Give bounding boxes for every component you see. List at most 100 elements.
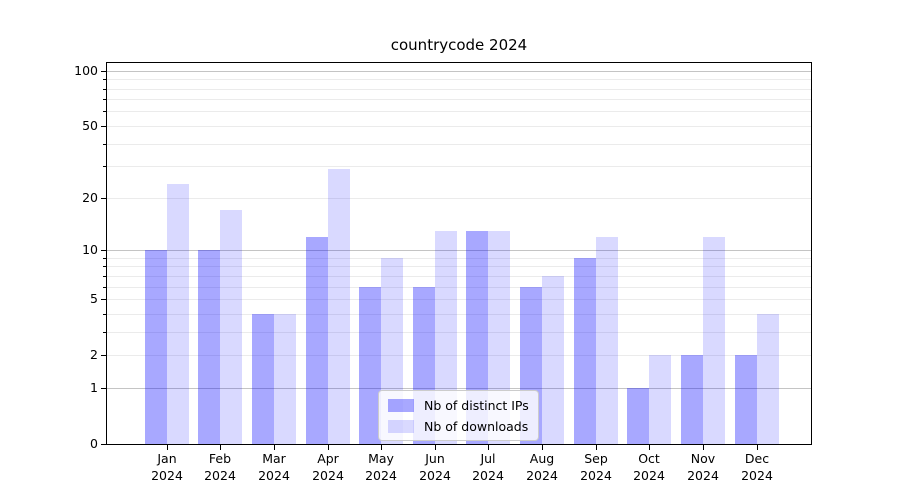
x-tick-label-line: Oct bbox=[638, 451, 660, 466]
x-tick-mark bbox=[757, 445, 758, 450]
y-tick-mark bbox=[101, 355, 106, 356]
y-minor-tick-mark bbox=[103, 79, 106, 80]
gridline-major bbox=[107, 71, 811, 72]
x-tick-label-line: Jan bbox=[157, 451, 177, 466]
gridline-minor bbox=[107, 126, 811, 127]
x-tick-label-line: 2024 bbox=[365, 468, 397, 483]
bar-distinct-ips-apr bbox=[306, 237, 328, 444]
legend: Nb of distinct IPs Nb of downloads bbox=[378, 390, 539, 441]
y-tick-label: 50 bbox=[82, 118, 98, 133]
y-tick-label: 100 bbox=[74, 63, 98, 78]
gridline-minor bbox=[107, 332, 811, 333]
y-tick-label: 1 bbox=[90, 380, 98, 395]
x-tick-label-line: 2024 bbox=[741, 468, 773, 483]
x-tick-label-line: Apr bbox=[317, 451, 339, 466]
x-tick-label-may: May 2024 bbox=[353, 450, 409, 484]
y-tick-label: 2 bbox=[90, 347, 98, 362]
x-tick-label-dec: Dec 2024 bbox=[729, 450, 785, 484]
gridline-minor bbox=[107, 299, 811, 300]
y-tick-label: 5 bbox=[90, 291, 98, 306]
bar-distinct-ips-may bbox=[359, 287, 381, 444]
bar-distinct-ips-oct bbox=[627, 388, 649, 444]
x-tick-label-line: 2024 bbox=[204, 468, 236, 483]
x-tick-mark bbox=[649, 445, 650, 450]
x-tick-label-mar: Mar 2024 bbox=[246, 450, 302, 484]
x-tick-label-line: 2024 bbox=[312, 468, 344, 483]
gridline-minor bbox=[107, 276, 811, 277]
x-tick-label-line: 2024 bbox=[258, 468, 290, 483]
y-minor-tick-mark bbox=[103, 111, 106, 112]
x-tick-mark bbox=[703, 445, 704, 450]
gridline-minor bbox=[107, 266, 811, 267]
y-tick-label: 10 bbox=[82, 242, 98, 257]
y-minor-tick-mark bbox=[103, 89, 106, 90]
bar-downloads-aug bbox=[542, 276, 564, 444]
gridline-minor bbox=[107, 144, 811, 145]
y-tick-mark bbox=[101, 198, 106, 199]
x-tick-label-line: Jul bbox=[480, 451, 496, 466]
bar-distinct-ips-mar bbox=[252, 314, 274, 444]
x-tick-label-line: Dec bbox=[744, 451, 770, 466]
x-tick-mark bbox=[274, 445, 275, 450]
bar-downloads-sep bbox=[596, 237, 618, 444]
bar-distinct-ips-dec bbox=[735, 355, 757, 444]
gridline-major bbox=[107, 250, 811, 251]
bar-downloads-apr bbox=[328, 169, 350, 444]
x-tick-label-line: 2024 bbox=[419, 468, 451, 483]
y-minor-tick-mark bbox=[103, 258, 106, 259]
x-tick-label-line: Jun bbox=[425, 451, 445, 466]
y-tick-label: 0 bbox=[90, 436, 98, 451]
chart-title: countrycode 2024 bbox=[390, 36, 528, 54]
gridline-minor bbox=[107, 355, 811, 356]
x-tick-label-line: 2024 bbox=[687, 468, 719, 483]
x-tick-mark bbox=[328, 445, 329, 450]
bar-downloads-dec bbox=[757, 314, 779, 444]
y-tick-mark bbox=[101, 71, 106, 72]
x-tick-mark bbox=[596, 445, 597, 450]
y-minor-tick-mark bbox=[103, 144, 106, 145]
bar-distinct-ips-nov bbox=[681, 355, 703, 444]
x-tick-mark bbox=[381, 445, 382, 450]
y-minor-tick-mark bbox=[103, 287, 106, 288]
x-tick-label-line: 2024 bbox=[580, 468, 612, 483]
y-minor-tick-mark bbox=[103, 99, 106, 100]
y-minor-tick-mark bbox=[103, 276, 106, 277]
y-tick-mark bbox=[101, 250, 106, 251]
gridline-minor bbox=[107, 79, 811, 80]
x-tick-label-line: Nov bbox=[690, 451, 716, 466]
y-minor-tick-mark bbox=[103, 166, 106, 167]
legend-label: Nb of downloads bbox=[424, 418, 529, 434]
gridline-minor bbox=[107, 111, 811, 112]
bar-distinct-ips-jan bbox=[145, 250, 167, 444]
x-tick-label-jun: Jun 2024 bbox=[407, 450, 463, 484]
gridline-minor bbox=[107, 314, 811, 315]
y-tick-label: 20 bbox=[82, 190, 98, 205]
x-tick-label-jan: Jan 2024 bbox=[139, 450, 195, 484]
x-tick-label-jul: Jul 2024 bbox=[460, 450, 516, 484]
x-tick-label-feb: Feb 2024 bbox=[192, 450, 248, 484]
x-tick-mark bbox=[167, 445, 168, 450]
bar-downloads-oct bbox=[649, 355, 671, 444]
legend-swatch-downloads bbox=[388, 419, 414, 433]
x-tick-label-line: 2024 bbox=[151, 468, 183, 483]
y-minor-tick-mark bbox=[103, 314, 106, 315]
y-tick-mark bbox=[101, 444, 106, 445]
bar-downloads-feb bbox=[220, 210, 242, 444]
x-tick-label-line: Aug bbox=[529, 451, 555, 466]
x-tick-mark bbox=[435, 445, 436, 450]
y-tick-mark bbox=[101, 299, 106, 300]
x-tick-label-line: May bbox=[368, 451, 394, 466]
bar-distinct-ips-feb bbox=[198, 250, 220, 444]
x-tick-label-sep: Sep 2024 bbox=[568, 450, 624, 484]
x-tick-label-line: 2024 bbox=[526, 468, 558, 483]
y-tick-mark bbox=[101, 126, 106, 127]
plot-spine-left bbox=[106, 62, 107, 445]
x-tick-label-line: Feb bbox=[208, 451, 232, 466]
x-tick-mark bbox=[542, 445, 543, 450]
gridline-major bbox=[107, 388, 811, 389]
legend-item: Nb of distinct IPs bbox=[388, 396, 529, 414]
bar-distinct-ips-sep bbox=[574, 258, 596, 444]
gridline-minor bbox=[107, 258, 811, 259]
x-tick-label-line: Mar bbox=[262, 451, 286, 466]
